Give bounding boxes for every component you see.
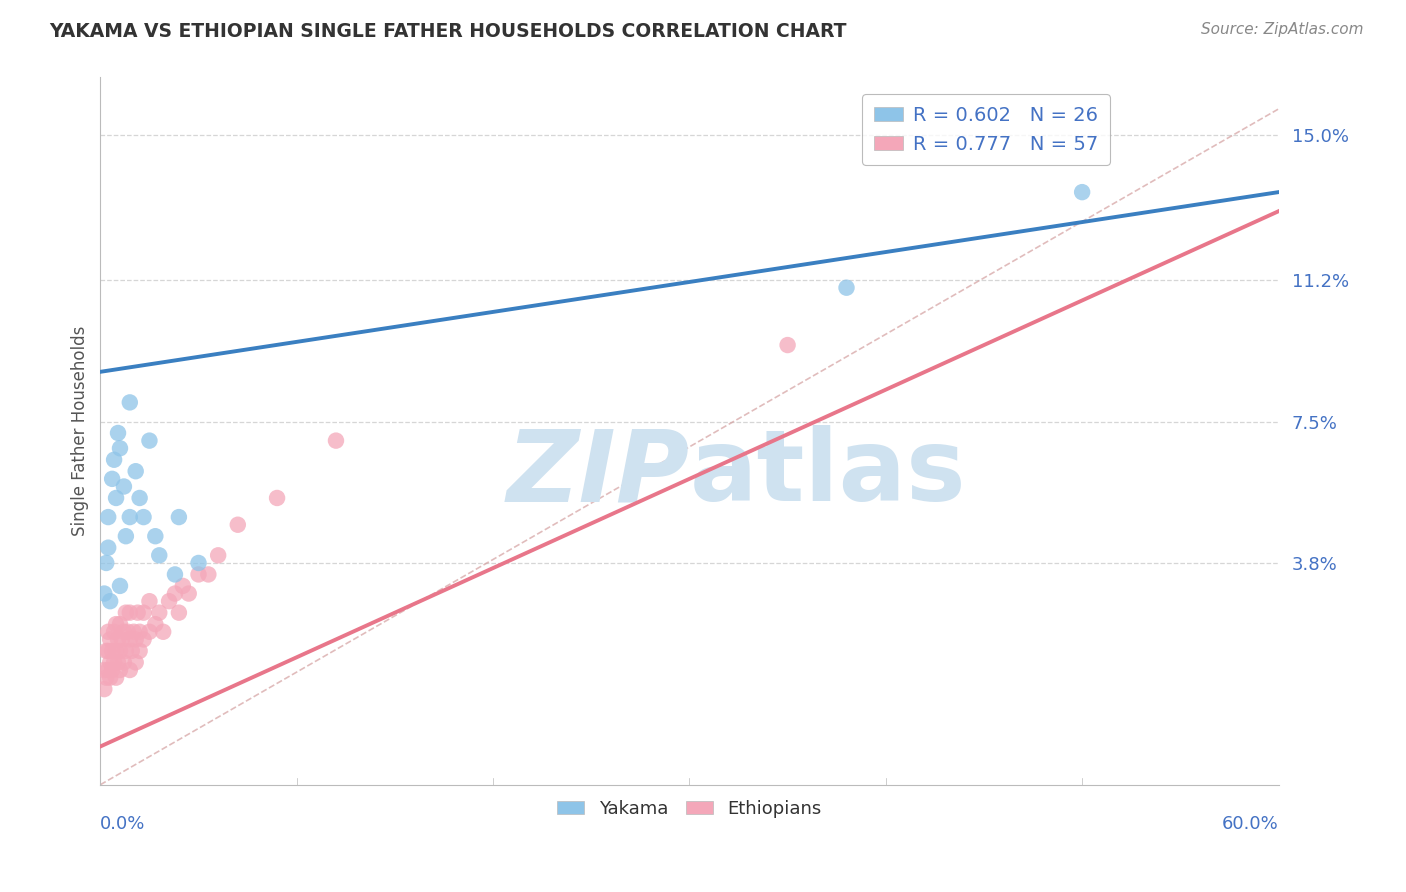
- Point: [105, 617, 128, 632]
- Point: [325, 434, 347, 448]
- Point: [148, 606, 170, 620]
- Text: 60.0%: 60.0%: [1222, 815, 1278, 833]
- Point: [107, 656, 129, 670]
- Point: [177, 586, 200, 600]
- Point: [105, 671, 128, 685]
- Point: [152, 624, 174, 639]
- Point: [103, 452, 125, 467]
- Text: atlas: atlas: [689, 425, 966, 522]
- Point: [97, 644, 120, 658]
- Point: [118, 606, 141, 620]
- Point: [157, 594, 180, 608]
- Point: [197, 567, 219, 582]
- Text: Source: ZipAtlas.com: Source: ZipAtlas.com: [1201, 22, 1364, 37]
- Point: [97, 663, 120, 677]
- Point: [108, 617, 131, 632]
- Legend: Yakama, Ethiopians: Yakama, Ethiopians: [550, 793, 830, 825]
- Point: [117, 624, 139, 639]
- Point: [96, 671, 118, 685]
- Point: [835, 281, 858, 295]
- Point: [148, 549, 170, 563]
- Point: [118, 632, 141, 647]
- Point: [776, 338, 799, 352]
- Point: [108, 663, 131, 677]
- Point: [97, 541, 120, 555]
- Point: [125, 656, 148, 670]
- Point: [143, 529, 166, 543]
- Point: [115, 606, 138, 620]
- Point: [98, 656, 121, 670]
- Point: [266, 491, 288, 505]
- Point: [103, 656, 125, 670]
- Point: [167, 606, 190, 620]
- Point: [98, 594, 121, 608]
- Point: [115, 644, 138, 658]
- Point: [187, 567, 209, 582]
- Point: [187, 556, 209, 570]
- Point: [97, 510, 120, 524]
- Point: [93, 586, 115, 600]
- Point: [132, 606, 155, 620]
- Point: [111, 632, 134, 647]
- Point: [163, 586, 186, 600]
- Point: [128, 644, 150, 658]
- Point: [132, 632, 155, 647]
- Point: [105, 644, 128, 658]
- Text: YAKAMA VS ETHIOPIAN SINGLE FATHER HOUSEHOLDS CORRELATION CHART: YAKAMA VS ETHIOPIAN SINGLE FATHER HOUSEH…: [49, 22, 846, 41]
- Point: [108, 579, 131, 593]
- Point: [107, 425, 129, 440]
- Point: [103, 624, 125, 639]
- Point: [101, 472, 124, 486]
- Point: [108, 442, 131, 456]
- Point: [207, 549, 229, 563]
- Point: [143, 617, 166, 632]
- Point: [118, 510, 141, 524]
- Point: [163, 567, 186, 582]
- Point: [122, 624, 145, 639]
- Point: [125, 464, 148, 478]
- Point: [128, 491, 150, 505]
- Point: [127, 606, 149, 620]
- Point: [226, 517, 249, 532]
- Text: 0.0%: 0.0%: [100, 815, 146, 833]
- Point: [96, 556, 118, 570]
- Point: [138, 624, 160, 639]
- Point: [107, 632, 129, 647]
- Point: [108, 644, 131, 658]
- Point: [118, 395, 141, 409]
- Text: ZIP: ZIP: [506, 425, 689, 522]
- Point: [1071, 185, 1094, 199]
- Point: [98, 671, 121, 685]
- Point: [97, 624, 120, 639]
- Point: [115, 529, 138, 543]
- Point: [105, 491, 128, 505]
- Point: [138, 594, 160, 608]
- Point: [101, 644, 124, 658]
- Point: [101, 663, 124, 677]
- Point: [98, 632, 121, 647]
- Point: [125, 632, 148, 647]
- Point: [121, 644, 143, 658]
- Y-axis label: Single Father Households: Single Father Households: [72, 326, 89, 536]
- Point: [96, 644, 118, 658]
- Point: [112, 656, 135, 670]
- Point: [93, 663, 115, 677]
- Point: [172, 579, 194, 593]
- Point: [128, 624, 150, 639]
- Point: [112, 479, 135, 493]
- Point: [93, 682, 115, 697]
- Point: [112, 624, 135, 639]
- Point: [167, 510, 190, 524]
- Point: [132, 510, 155, 524]
- Point: [118, 663, 141, 677]
- Point: [138, 434, 160, 448]
